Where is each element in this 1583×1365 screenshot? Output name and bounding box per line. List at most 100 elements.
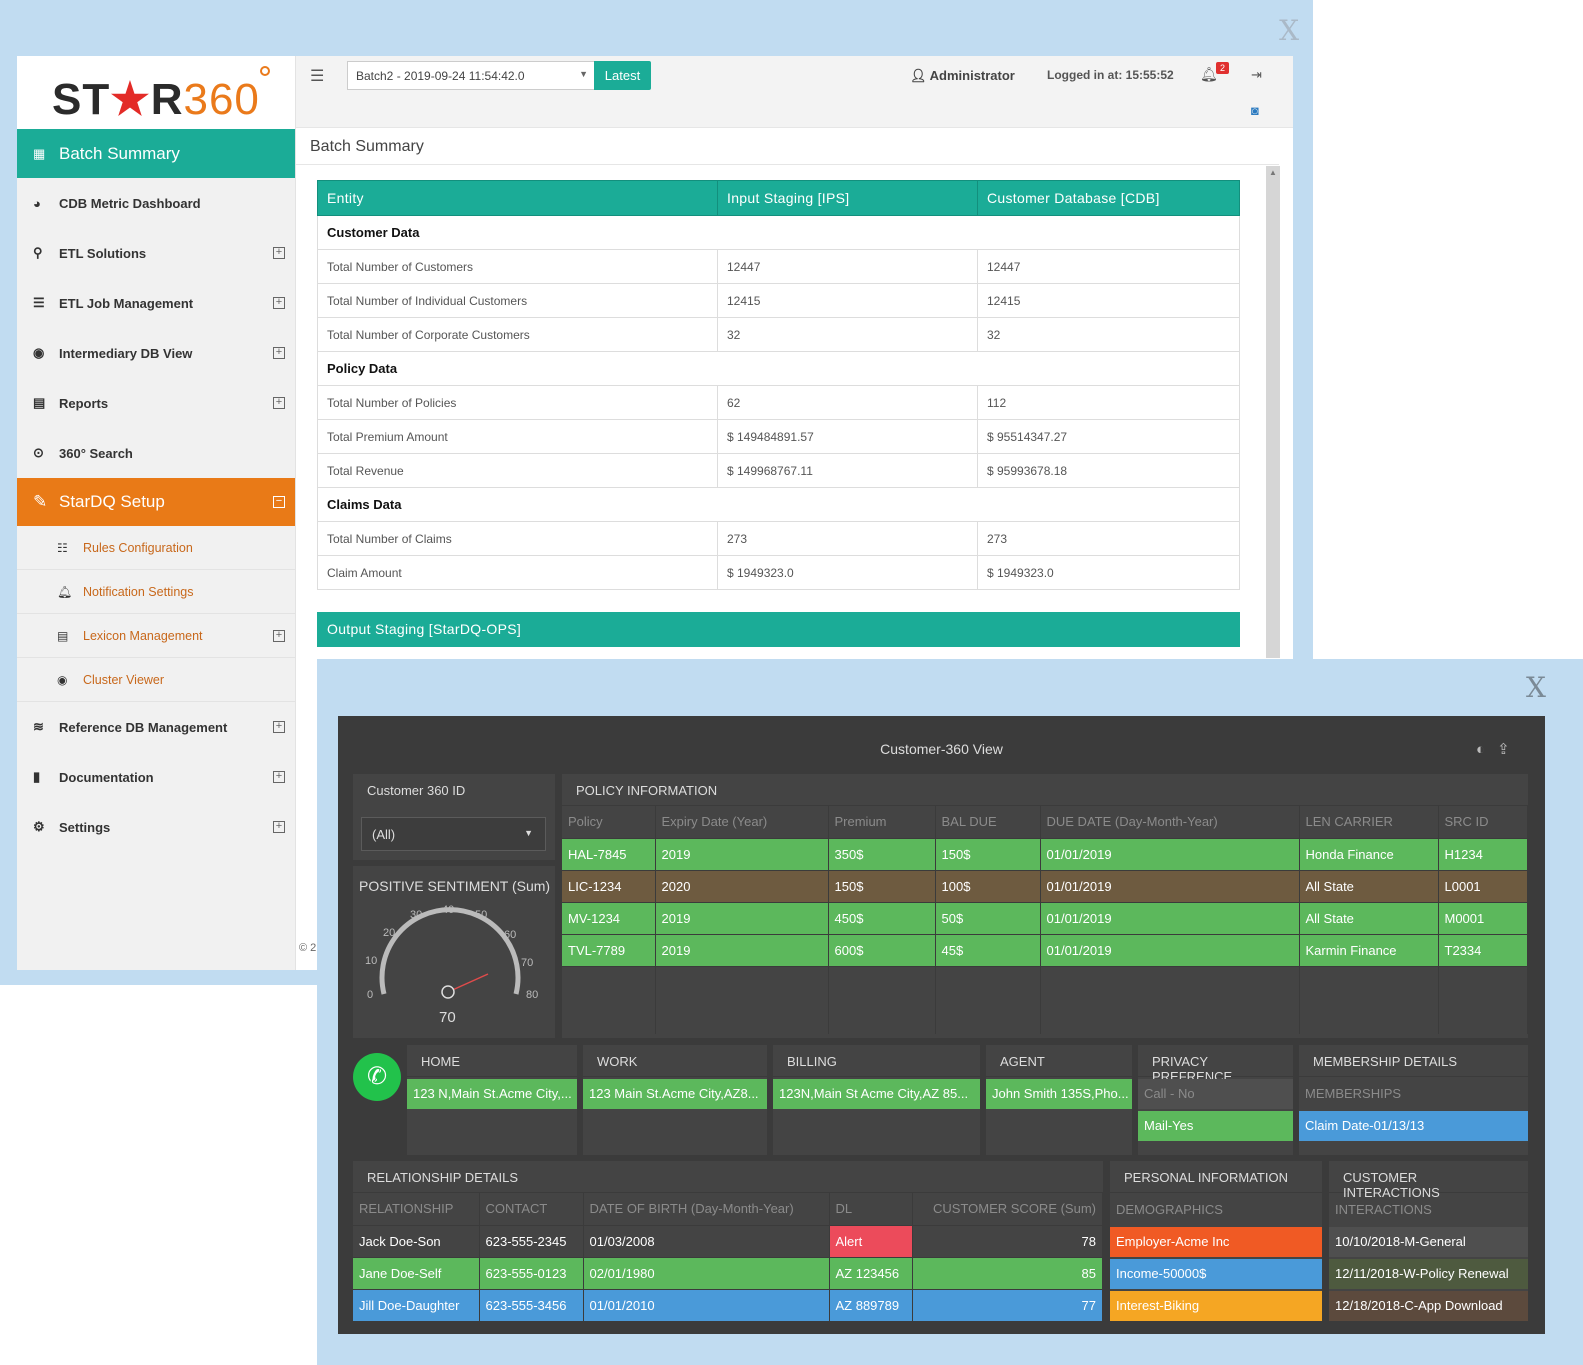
column-header: DATE OF BIRTH (Day-Month-Year): [583, 1193, 830, 1225]
phone-icon[interactable]: ✆: [353, 1053, 401, 1101]
logged-in-time: Logged in at: 15:55:52: [1047, 68, 1174, 82]
dashboard-title: Customer-360 View: [880, 741, 1003, 757]
customer-360-window: X Customer-360 View ◐ ⇪ Customer 360 ID (…: [317, 659, 1583, 1365]
scrollbar[interactable]: ▲: [1266, 166, 1280, 658]
eye-icon: ◉: [33, 345, 45, 360]
expand-icon[interactable]: +: [273, 397, 285, 409]
sidebar-item-label: Notification Settings: [83, 584, 194, 599]
panel-title: POLICY INFORMATION: [562, 774, 1528, 806]
table-row[interactable]: TVL-7789 2019 600$ 45$ 01/01/2019 Karmin Fina…: [562, 933, 1528, 966]
table-row[interactable]: LIC-1234 2020 150$ 100$ 01/01/2019 All State L…: [562, 869, 1528, 902]
sidebar-item-label: Cluster Viewer: [83, 672, 165, 687]
sidebar-item-reference-db-management[interactable]: ≋ Reference DB Management +: [17, 702, 295, 752]
column-header: Input Staging [IPS]: [717, 180, 978, 216]
demographic-item[interactable]: Interest-Biking: [1110, 1291, 1322, 1321]
book-icon: ▤: [33, 395, 46, 410]
bell-icon[interactable]: 🔔︎: [1200, 66, 1218, 82]
interaction-item[interactable]: 10/10/2018-M-General: [1329, 1227, 1528, 1257]
expand-icon[interactable]: +: [273, 721, 285, 733]
sidebar-subitem-lexicon-management[interactable]: ▤ Lexicon Management +: [17, 614, 295, 658]
palette-icon[interactable]: ◐: [1476, 741, 1486, 758]
collapse-icon[interactable]: −: [273, 496, 285, 508]
batch-summary-window: X ST★R360 ▦ Batch Summary ◕ CDB Metric Das…: [0, 0, 1313, 985]
sidebar-item-batch-summary[interactable]: ▦ Batch Summary: [17, 129, 295, 178]
customer-id-panel: Customer 360 ID (All) ▼: [353, 774, 555, 860]
customer-id-select[interactable]: (All) ▼: [361, 817, 546, 851]
expand-icon[interactable]: +: [273, 247, 285, 259]
membership-item[interactable]: Claim Date-01/13/13: [1299, 1111, 1528, 1141]
expand-icon[interactable]: +: [273, 629, 285, 642]
work-address[interactable]: 123 Main St.Acme City,AZ8...: [583, 1079, 767, 1109]
column-header: CONTACT: [479, 1193, 584, 1225]
panel-title: CUSTOMER INTERACTIONS: [1329, 1161, 1528, 1200]
customer-interactions-panel: CUSTOMER INTERACTIONS INTERACTIONS 10/10…: [1329, 1161, 1528, 1321]
window-close-button[interactable]: X: [1526, 671, 1546, 704]
home-address[interactable]: 123 N,Main St.Acme City,...: [407, 1079, 577, 1109]
privacy-preference-panel: PRIVACY PREFRENCE Call - No Mail-Yes: [1138, 1045, 1293, 1155]
share-icon[interactable]: ⇪: [1497, 741, 1510, 758]
expand-icon[interactable]: +: [273, 297, 285, 309]
table-row[interactable]: Jane Doe-Self 623-555-0123 02/01/1980 AZ 12…: [353, 1256, 1103, 1289]
sidebar-item-intermediary-db-view[interactable]: ◉ Intermediary DB View +: [17, 328, 295, 378]
sidebar-item-etl-job-management[interactable]: ☰ ETL Job Management +: [17, 278, 295, 328]
relationship-details-panel: RELATIONSHIP DETAILS RELATIONSHIP CONTAC…: [353, 1161, 1103, 1321]
sidebar-item-cdb-metric-dashboard[interactable]: ◕ CDB Metric Dashboard: [17, 178, 295, 228]
billing-address[interactable]: 123N,Main St Acme City,AZ 85...: [773, 1079, 980, 1109]
latest-button[interactable]: Latest: [594, 61, 651, 90]
scroll-up-icon[interactable]: ▲: [1269, 168, 1277, 177]
relationship-table: RELATIONSHIP CONTACT DATE OF BIRTH (Day-…: [353, 1193, 1103, 1321]
sidebar-item-reports[interactable]: ▤ Reports +: [17, 378, 295, 428]
panel-title: PERSONAL INFORMATION: [1110, 1161, 1322, 1193]
sidebar-item-label: ETL Job Management: [59, 295, 194, 311]
panel-title: RELATIONSHIP DETAILS: [353, 1161, 1103, 1193]
window-close-button[interactable]: X: [1279, 14, 1299, 47]
demographic-item[interactable]: Employer-Acme Inc: [1110, 1227, 1322, 1257]
wrench-icon: ✎: [33, 492, 48, 511]
menu-toggle-icon[interactable]: ☰: [310, 68, 325, 85]
sidebar-item-documentation[interactable]: ▮ Documentation +: [17, 752, 295, 802]
sidebar-subitem-notification-settings[interactable]: 🔔︎ Notification Settings: [17, 570, 295, 614]
camera-icon[interactable]: ◙: [1251, 103, 1259, 118]
column-header: Customer Database [CDB]: [977, 180, 1240, 216]
table-row[interactable]: MV-1234 2019 450$ 50$ 01/01/2019 All State M00…: [562, 901, 1528, 934]
interaction-item[interactable]: 12/18/2018-C-App Download: [1329, 1291, 1528, 1321]
demographic-item[interactable]: Income-50000$: [1110, 1259, 1322, 1289]
sidebar-item-label: Reference DB Management: [59, 719, 228, 735]
gauge-tick: 0: [367, 989, 373, 1001]
table-row[interactable]: Jack Doe-Son 623-555-2345 01/03/2008 Alert 7…: [353, 1224, 1103, 1257]
gauge-tick: 20: [383, 927, 395, 939]
user-menu[interactable]: 👤︎ Administrator: [910, 68, 1015, 84]
expand-icon[interactable]: +: [273, 771, 285, 783]
sidebar-item-stardq-setup[interactable]: ✎ StarDQ Setup −: [17, 478, 295, 526]
table-row[interactable]: Jill Doe-Daughter 623-555-3456 01/01/2010 A…: [353, 1288, 1103, 1321]
logout-icon[interactable]: ⇥: [1251, 67, 1262, 82]
privacy-call[interactable]: Call - No: [1138, 1079, 1293, 1109]
topbar: ☰ Batch2 - 2019-09-24 11:54:42.0 ▼ Latest…: [296, 56, 1293, 128]
expand-icon[interactable]: +: [273, 347, 285, 359]
logo-text-360: 360: [183, 75, 260, 124]
column-header: LEN CARRIER: [1299, 806, 1439, 838]
table-row[interactable]: HAL-7845 2019 350$ 150$ 01/01/2019 Honda Fina…: [562, 837, 1528, 870]
table-row: Total Number of Individual Customers 1241…: [317, 283, 1240, 318]
bell-icon: 🔔︎: [57, 584, 73, 599]
table-row: Total Number of Policies 62 112: [317, 385, 1240, 420]
interaction-item[interactable]: 12/11/2018-W-Policy Renewal: [1329, 1259, 1528, 1289]
target-icon: ⊙: [33, 445, 44, 460]
sidebar-item-settings[interactable]: ⚙ Settings +: [17, 802, 295, 852]
sidebar-item-label: StarDQ Setup: [59, 492, 165, 511]
sidebar-subitem-rules-configuration[interactable]: ☷ Rules Configuration: [17, 526, 295, 570]
agent-info[interactable]: John Smith 135S,Pho...: [986, 1079, 1132, 1109]
privacy-mail[interactable]: Mail-Yes: [1138, 1111, 1293, 1141]
sidebar-subitem-cluster-viewer[interactable]: ◉ Cluster Viewer: [17, 658, 295, 702]
sidebar-item-label: ETL Solutions: [59, 245, 147, 261]
copyright: © 2: [299, 942, 317, 954]
batch-select[interactable]: Batch2 - 2019-09-24 11:54:42.0 ▼: [347, 61, 595, 90]
work-address-panel: WORK 123 Main St.Acme City,AZ8...: [583, 1045, 767, 1155]
sidebar-item-360-search[interactable]: ⊙ 360° Search: [17, 428, 295, 478]
sidebar-item-etl-solutions[interactable]: ⚲ ETL Solutions +: [17, 228, 295, 278]
column-header: DUE DATE (Day-Month-Year): [1040, 806, 1300, 838]
output-staging-header: Output Staging [StarDQ-OPS]: [317, 612, 1240, 647]
expand-icon[interactable]: +: [273, 821, 285, 833]
gauge-tick: 70: [521, 957, 533, 969]
dl-alert: Alert: [829, 1224, 913, 1257]
